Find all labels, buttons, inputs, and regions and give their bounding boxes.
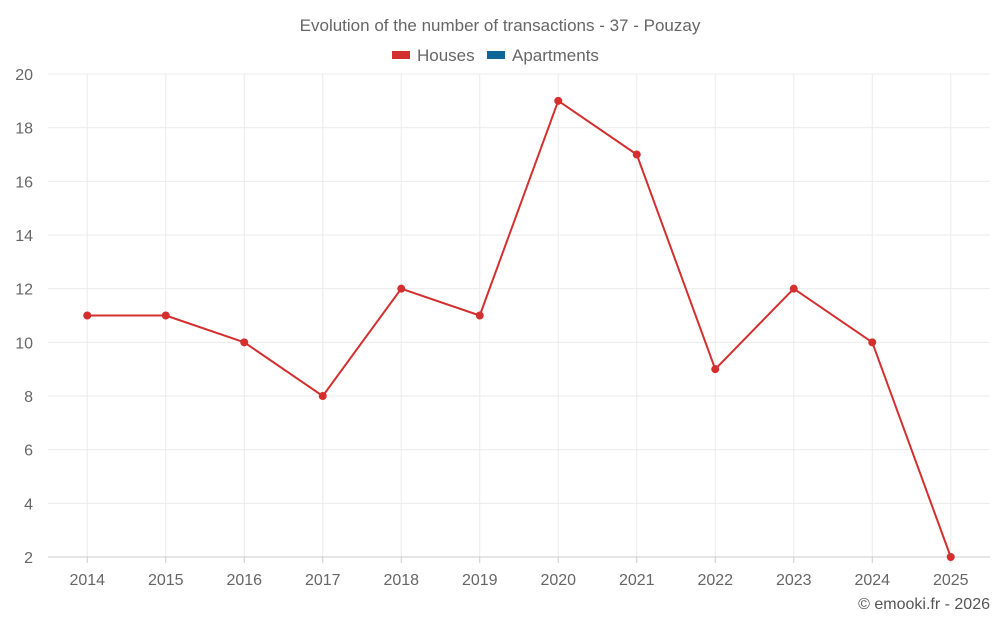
data-point-houses[interactable] [711,365,720,374]
x-tick-label: 2015 [148,572,184,589]
x-tick-label: 2022 [697,572,733,589]
data-point-houses[interactable] [946,553,955,561]
legend-item-houses[interactable]: Houses [392,46,475,65]
chart-title: Evolution of the number of transactions … [300,16,701,35]
data-point-houses[interactable] [397,284,406,293]
y-tick-label: 14 [15,228,33,245]
x-tick-label: 2019 [462,572,498,589]
data-point-houses[interactable] [161,311,170,320]
x-tick-label: 2014 [69,572,105,589]
y-tick-label: 18 [15,121,33,138]
y-tick-label: 20 [15,67,33,84]
credit-text: © emooki.fr - 2026 [858,596,990,613]
data-point-houses[interactable] [789,284,798,293]
legend-swatch-houses [392,51,410,59]
x-tick-label: 2018 [383,572,419,589]
y-tick-label: 4 [24,496,33,513]
series-line-houses [87,99,952,558]
legend: Houses Apartments [392,46,599,65]
x-tick-label: 2023 [776,572,812,589]
y-tick-label: 16 [15,174,33,191]
y-axis-ticks: 2 4 6 8 10 12 14 16 18 20 [15,67,33,567]
data-point-houses[interactable] [868,338,877,347]
x-tick-label: 2017 [305,572,341,589]
legend-item-apartments[interactable]: Apartments [487,46,599,65]
x-tick-label: 2016 [226,572,262,589]
data-point-houses[interactable] [475,311,484,320]
legend-swatch-apartments [487,51,505,59]
x-tick-label: 2024 [854,572,890,589]
y-tick-label: 12 [15,282,33,299]
axes [48,556,990,563]
y-tick-label: 8 [24,389,33,406]
x-tick-label: 2025 [933,572,969,589]
y-tick-label: 6 [24,443,33,460]
data-point-houses[interactable] [554,96,563,105]
x-tick-label: 2020 [540,572,576,589]
y-tick-label: 10 [15,335,33,352]
x-axis-ticks: 2014 2015 2016 2017 2018 2019 2020 2021 2022 2023… [69,572,968,589]
x-tick-label: 2021 [619,572,655,589]
data-point-houses[interactable] [318,392,327,400]
data-point-houses[interactable] [240,338,249,347]
legend-label-apartments: Apartments [512,46,599,65]
series-houses [83,96,955,561]
y-tick-label: 2 [24,550,33,567]
grid [48,73,990,558]
legend-label-houses: Houses [417,46,475,65]
data-point-houses[interactable] [83,311,92,320]
data-point-houses[interactable] [632,150,641,159]
